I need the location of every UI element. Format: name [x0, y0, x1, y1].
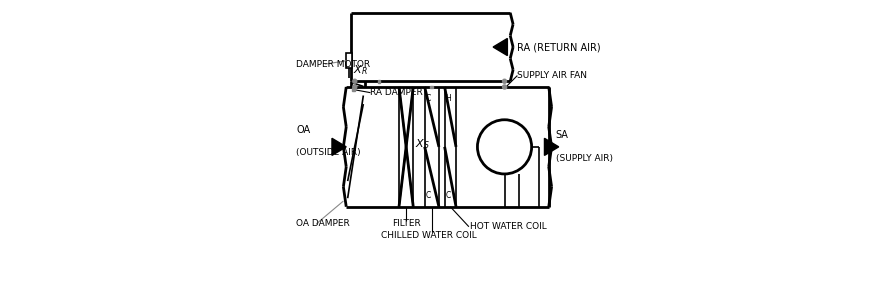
Text: SUPPLY AIR FAN: SUPPLY AIR FAN	[517, 71, 587, 80]
Text: SA: SA	[556, 130, 569, 141]
Polygon shape	[544, 138, 559, 156]
Circle shape	[502, 79, 507, 83]
Text: (OUTSIDE AIR): (OUTSIDE AIR)	[297, 148, 361, 157]
Text: HOT WATER COIL: HOT WATER COIL	[470, 222, 547, 231]
Bar	[352, 88, 354, 91]
Bar	[503, 86, 506, 88]
Text: RA (RETURN AIR): RA (RETURN AIR)	[517, 42, 601, 52]
Text: H: H	[445, 94, 451, 103]
Text: CHILLED WATER COIL: CHILLED WATER COIL	[382, 231, 477, 240]
Circle shape	[353, 79, 357, 83]
Text: OA DAMPER: OA DAMPER	[297, 219, 350, 228]
Polygon shape	[332, 138, 346, 156]
Text: DAMPER MOTOR: DAMPER MOTOR	[297, 60, 370, 69]
Text: FILTER: FILTER	[392, 219, 421, 228]
Text: OA: OA	[297, 125, 311, 135]
Text: $X_R$: $X_R$	[354, 63, 368, 77]
Text: C: C	[445, 191, 451, 200]
Circle shape	[502, 85, 507, 89]
Text: (SUPPLY AIR): (SUPPLY AIR)	[556, 154, 612, 163]
Circle shape	[353, 85, 357, 89]
Text: RA DAMPER: RA DAMPER	[370, 88, 424, 97]
Polygon shape	[493, 39, 507, 56]
Text: C: C	[425, 94, 430, 103]
Bar	[346, 53, 353, 69]
Text: $X_S$: $X_S$	[415, 137, 430, 151]
Text: C: C	[425, 191, 430, 200]
Bar	[430, 86, 433, 88]
Bar	[378, 80, 381, 83]
